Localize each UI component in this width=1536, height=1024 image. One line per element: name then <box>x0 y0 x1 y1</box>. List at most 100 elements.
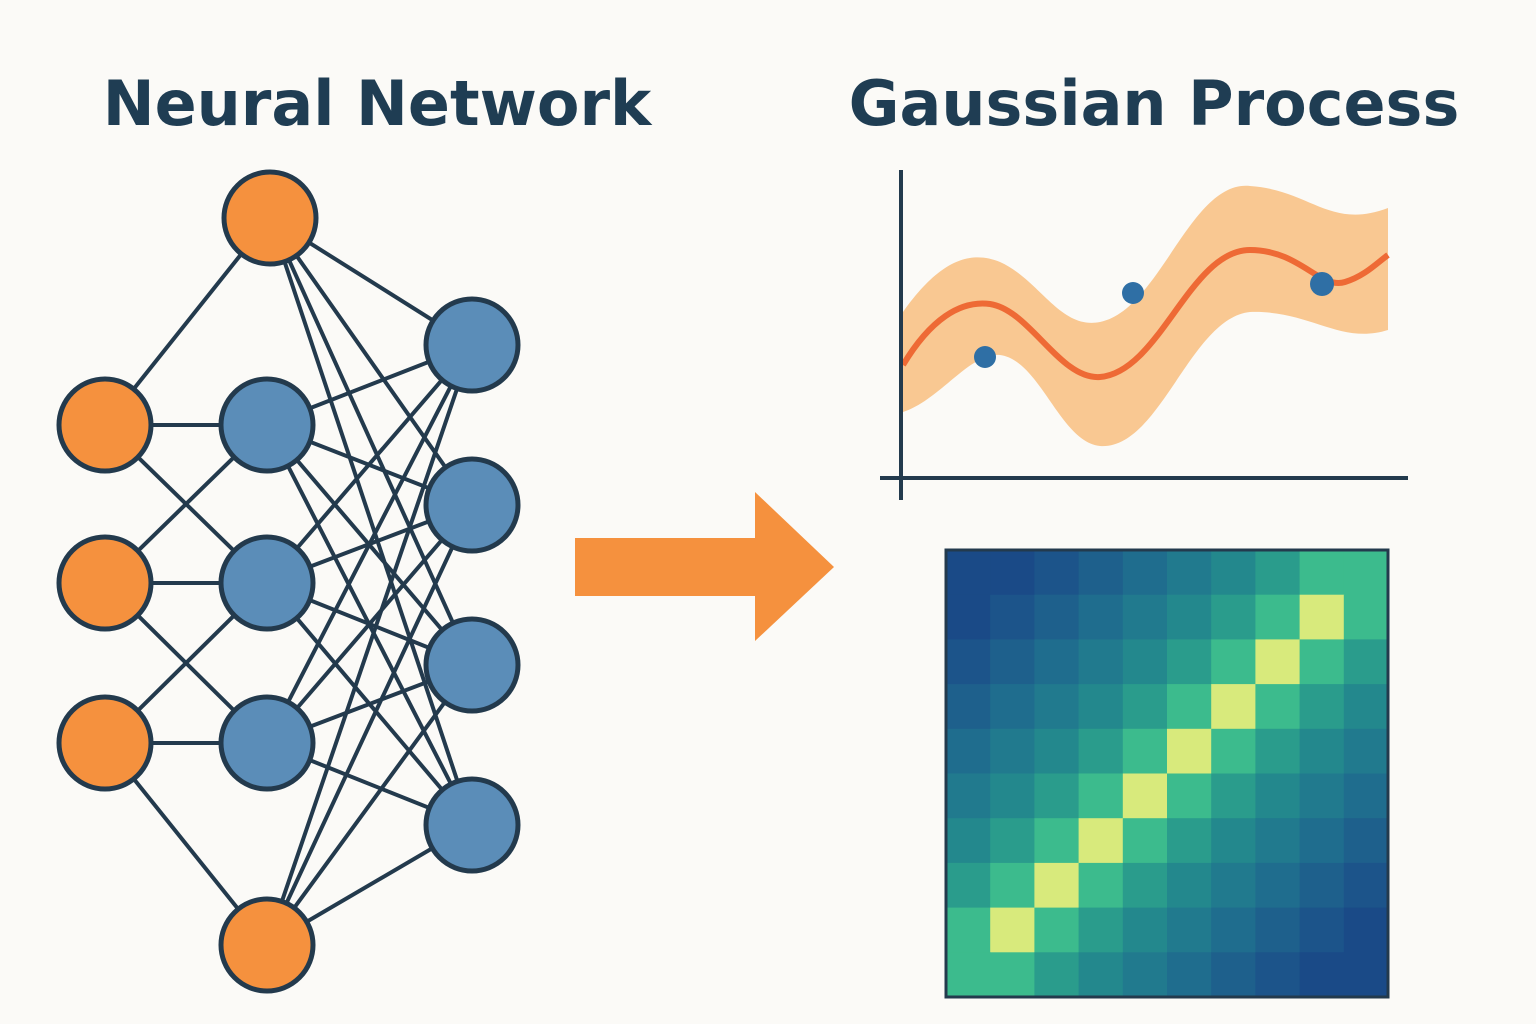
heatmap-cell <box>1343 862 1389 909</box>
heatmap-cell <box>1122 728 1168 774</box>
heatmap-cell <box>1034 550 1080 596</box>
heatmap-cell <box>1255 550 1301 596</box>
node <box>218 534 316 632</box>
heatmap-cell <box>1167 907 1212 953</box>
arrow-shaft <box>575 538 760 596</box>
heatmap-cell <box>1167 550 1212 596</box>
heatmap-cell <box>1255 728 1301 774</box>
heatmap-cell <box>1255 818 1301 864</box>
heatmap-cell <box>1211 684 1256 730</box>
heatmap-cell <box>990 907 1035 953</box>
node <box>56 694 154 792</box>
heatmap-cell <box>1299 818 1345 864</box>
heatmap-cell <box>990 594 1035 640</box>
heatmap-cell <box>1122 594 1168 640</box>
heatmap-cell <box>946 952 991 998</box>
heatmap-cell <box>1343 550 1389 596</box>
arrow-head <box>755 492 834 641</box>
heatmap-cell <box>1122 684 1168 730</box>
heatmap-cell <box>946 639 991 685</box>
heatmap-cell <box>1211 952 1256 998</box>
right-title: Gaussian Process <box>849 67 1460 140</box>
node <box>423 456 521 554</box>
node <box>56 376 154 474</box>
heatmap-cell <box>1078 639 1124 685</box>
heatmap-cell <box>990 952 1035 998</box>
heatmap-cell <box>1343 818 1389 864</box>
edge <box>268 217 474 826</box>
heatmap-cell <box>1078 862 1124 909</box>
heatmap-cell <box>1122 907 1168 953</box>
edge <box>268 217 474 666</box>
heatmap-cell <box>1299 728 1345 774</box>
node <box>218 896 316 994</box>
edge <box>268 216 474 507</box>
heatmap-cell <box>946 818 991 864</box>
edge <box>265 663 474 947</box>
heatmap-cell <box>1122 818 1168 864</box>
heatmap-cell <box>946 728 991 774</box>
heatmap-cell <box>1034 773 1080 819</box>
node <box>56 534 154 632</box>
heatmap-cell <box>990 818 1035 864</box>
heatmap-cell <box>1255 907 1301 953</box>
observation <box>1122 282 1144 304</box>
covariance-heatmap <box>946 550 1389 998</box>
heatmap-cell <box>1255 862 1301 909</box>
heatmap-cell <box>1211 728 1256 774</box>
edge <box>265 504 474 946</box>
heatmap-cell <box>1211 907 1256 953</box>
heatmap-cell <box>990 862 1035 909</box>
node <box>423 296 521 394</box>
heatmap-cell <box>1299 907 1345 953</box>
heatmap-cell <box>1034 862 1080 909</box>
heatmap-cell <box>1211 818 1256 864</box>
heatmap-cell <box>1167 594 1212 640</box>
heatmap-cell <box>1299 550 1345 596</box>
heatmap-cell <box>1167 728 1212 774</box>
node <box>218 694 316 792</box>
heatmap-cell <box>1299 594 1345 640</box>
edge <box>265 503 474 745</box>
heatmap-cell <box>1078 952 1124 998</box>
heatmap-cell <box>1167 773 1212 819</box>
heatmap-cell <box>1122 773 1168 819</box>
heatmap-cell <box>1211 550 1256 596</box>
heatmap-cell <box>1343 684 1389 730</box>
heatmap-cell <box>1078 818 1124 864</box>
heatmap-cell <box>1167 639 1212 685</box>
heatmap-cell <box>1034 639 1080 685</box>
heatmap-cell <box>1034 818 1080 864</box>
heatmap-cell <box>1167 862 1212 909</box>
observation <box>1310 272 1334 296</box>
heatmap-cell <box>1078 684 1124 730</box>
heatmap-cell <box>990 639 1035 685</box>
heatmap-cell <box>1299 684 1345 730</box>
heatmap-cell <box>1299 773 1345 819</box>
heatmap-cell <box>946 594 991 640</box>
heatmap-cell <box>1343 773 1389 819</box>
heatmap-cell <box>1211 862 1256 909</box>
heatmap-cell <box>1078 728 1124 774</box>
heatmap-cell <box>946 907 991 953</box>
heatmap-cell <box>1343 639 1389 685</box>
heatmap-cell <box>990 684 1035 730</box>
heatmap-cell <box>1167 818 1212 864</box>
heatmap-cell <box>1078 550 1124 596</box>
gp-plot <box>880 170 1408 500</box>
heatmap-cell <box>1078 773 1124 819</box>
heatmap-cell <box>1122 639 1168 685</box>
edge <box>265 344 474 744</box>
heatmap-cell <box>1078 594 1124 640</box>
edge <box>265 343 474 585</box>
heatmap-cell <box>1167 952 1212 998</box>
mean-curve <box>900 246 1390 381</box>
heatmap-cell <box>1122 862 1168 909</box>
heatmap-cell <box>990 773 1035 819</box>
heatmap-cell <box>946 773 991 819</box>
node <box>423 776 521 874</box>
heatmap-border <box>944 548 1390 999</box>
confidence-band <box>903 185 1388 447</box>
neural-network <box>56 169 521 994</box>
